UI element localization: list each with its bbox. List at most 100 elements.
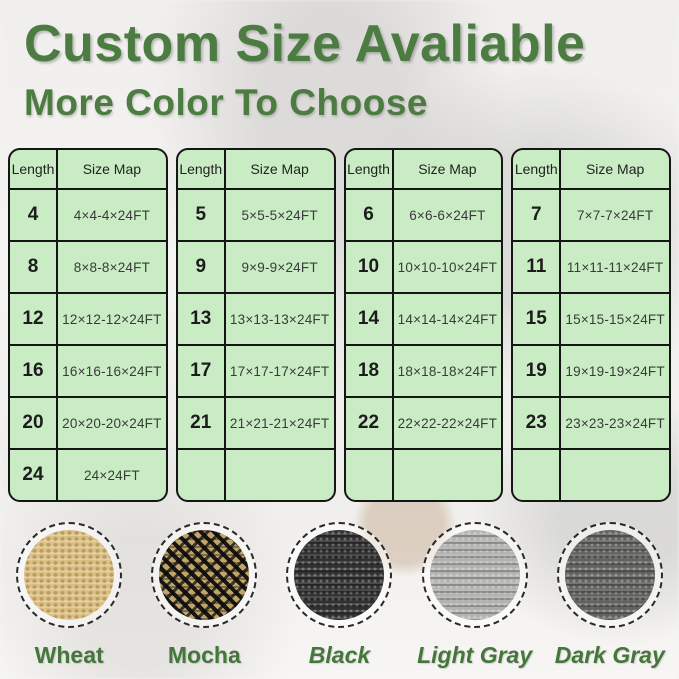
- length-cell: 7: [513, 190, 562, 240]
- size-map-cell: 6×6-6×24FT: [409, 207, 486, 223]
- fabric-texture-circle: [564, 530, 655, 620]
- size-map-header: Size Map: [250, 161, 309, 177]
- table-row: 14 14×14-14×24FT: [345, 292, 502, 344]
- size-map-cell: [226, 450, 334, 500]
- length-header: Length: [346, 150, 394, 188]
- size-map-cell: 20×20-20×24FT: [62, 415, 162, 431]
- color-swatch-mocha: Mocha: [138, 522, 270, 669]
- length-cell: 4: [10, 190, 58, 240]
- size-map-cell: 24×24FT: [83, 467, 140, 483]
- length-header: Length: [178, 150, 226, 188]
- length-cell: 14: [346, 294, 394, 344]
- length-cell: 22: [346, 398, 394, 448]
- color-swatches: Wheat Mocha Black Light Gray Dark Gray: [0, 522, 679, 669]
- length-cell: [513, 450, 562, 500]
- swatch-label: Black: [308, 642, 371, 668]
- size-map-cell: 15×15-15×24FT: [565, 311, 665, 327]
- length-cell: 16: [10, 346, 58, 396]
- length-cell: 18: [346, 346, 394, 396]
- length-cell: 19: [513, 346, 562, 396]
- size-map-cell: 16×16-16×24FT: [62, 363, 162, 379]
- swatch-label: Dark Gray: [554, 642, 665, 668]
- size-map-cell: 13×13-13×24FT: [229, 311, 330, 327]
- table-row: 11 11×11-11×24FT: [513, 240, 669, 292]
- table-row: 10 10×10-10×24FT: [345, 240, 502, 292]
- length-cell: 20: [10, 398, 58, 448]
- color-swatch-black: Black: [273, 522, 405, 669]
- size-map-cell: 14×14-14×24FT: [397, 311, 498, 327]
- table-row: [177, 448, 334, 500]
- table-header-row: Length Size Map: [346, 150, 502, 188]
- size-map-cell: 11×11-11×24FT: [566, 259, 664, 275]
- length-cell: 15: [513, 294, 562, 344]
- table-row: 15 15×15-15×24FT: [513, 292, 669, 344]
- swatch-dashed-ring: [286, 522, 393, 628]
- size-map-cell: [394, 450, 502, 500]
- page-subtitle: More Color To Choose: [24, 82, 428, 123]
- size-map-cell: 17×17-17×24FT: [229, 363, 330, 379]
- table-row: 4 4×4-4×24FT: [10, 188, 166, 240]
- fabric-texture-circle: [159, 530, 250, 620]
- length-cell: [178, 450, 226, 500]
- size-map-cell: [561, 450, 669, 500]
- table-row: 19 19×19-19×24FT: [513, 344, 669, 396]
- swatch-dashed-ring: [16, 522, 123, 628]
- size-tables: Length Size Map 4 4×4-4×24FT 8 8×8-8×24FT 12 12…: [8, 148, 671, 502]
- table-row: 17 17×17-17×24FT: [177, 344, 334, 396]
- table-row: 5 5×5-5×24FT: [177, 188, 334, 240]
- table-row: 22 22×22-22×24FT: [345, 396, 502, 448]
- length-cell: 9: [178, 242, 226, 292]
- length-cell: 10: [346, 242, 394, 292]
- length-cell: 12: [10, 294, 58, 344]
- size-map-cell: 22×22-22×24FT: [397, 415, 498, 431]
- length-cell: 24: [10, 450, 58, 500]
- size-map-cell: 10×10-10×24FT: [397, 259, 498, 275]
- swatch-dashed-ring: [556, 522, 663, 628]
- table-row: 7 7×7-7×24FT: [513, 188, 669, 240]
- size-map-header: Size Map: [82, 161, 142, 177]
- size-table-4: Length Size Map 7 7×7-7×24FT 11 11×11-11×24FT…: [511, 148, 671, 502]
- length-cell: [346, 450, 394, 500]
- swatch-label: Mocha: [167, 642, 241, 668]
- size-map-cell: 23×23-23×24FT: [565, 415, 665, 431]
- table-row: 18 18×18-18×24FT: [345, 344, 502, 396]
- table-header-row: Length Size Map: [178, 150, 334, 188]
- table-row: [513, 448, 669, 500]
- length-cell: 8: [10, 242, 58, 292]
- table-row: 21 21×21-21×24FT: [177, 396, 334, 448]
- length-cell: 11: [513, 242, 562, 292]
- size-map-cell: 12×12-12×24FT: [62, 311, 162, 327]
- color-swatch-dark-gray: Dark Gray: [544, 522, 676, 669]
- swatch-dashed-ring: [151, 522, 258, 628]
- table-row: 6 6×6-6×24FT: [345, 188, 502, 240]
- swatch-label: Light Gray: [417, 642, 533, 668]
- color-swatch-light-gray: Light Gray: [409, 522, 541, 669]
- table-row: [345, 448, 502, 500]
- table-header-row: Length Size Map: [513, 150, 669, 188]
- size-map-cell: 7×7-7×24FT: [576, 207, 654, 223]
- size-map-header: Size Map: [585, 161, 645, 177]
- size-table-2: Length Size Map 5 5×5-5×24FT 9 9×9-9×24FT 13 13…: [175, 148, 336, 502]
- swatch-dashed-ring: [421, 522, 528, 628]
- page-title: Custom Size Avaliable: [24, 15, 586, 73]
- fabric-texture-circle: [294, 530, 385, 620]
- size-map-cell: 21×21-21×24FT: [229, 415, 330, 431]
- length-cell: 17: [178, 346, 226, 396]
- size-map-cell: 19×19-19×24FT: [565, 363, 665, 379]
- table-row: 9 9×9-9×24FT: [177, 240, 334, 292]
- length-cell: 13: [178, 294, 226, 344]
- swatch-label: Wheat: [34, 642, 104, 668]
- size-map-cell: 9×9-9×24FT: [241, 259, 318, 275]
- length-cell: 5: [178, 190, 226, 240]
- length-cell: 21: [178, 398, 226, 448]
- table-row: 20 20×20-20×24FT: [10, 396, 166, 448]
- table-row: 23 23×23-23×24FT: [513, 396, 669, 448]
- size-map-cell: 8×8-8×24FT: [73, 259, 151, 275]
- length-header: Length: [513, 150, 562, 188]
- table-row: 24 24×24FT: [10, 448, 166, 500]
- color-swatch-wheat: Wheat: [3, 522, 135, 669]
- table-row: 16 16×16-16×24FT: [10, 344, 166, 396]
- size-map-cell: 5×5-5×24FT: [241, 207, 318, 223]
- table-row: 13 13×13-13×24FT: [177, 292, 334, 344]
